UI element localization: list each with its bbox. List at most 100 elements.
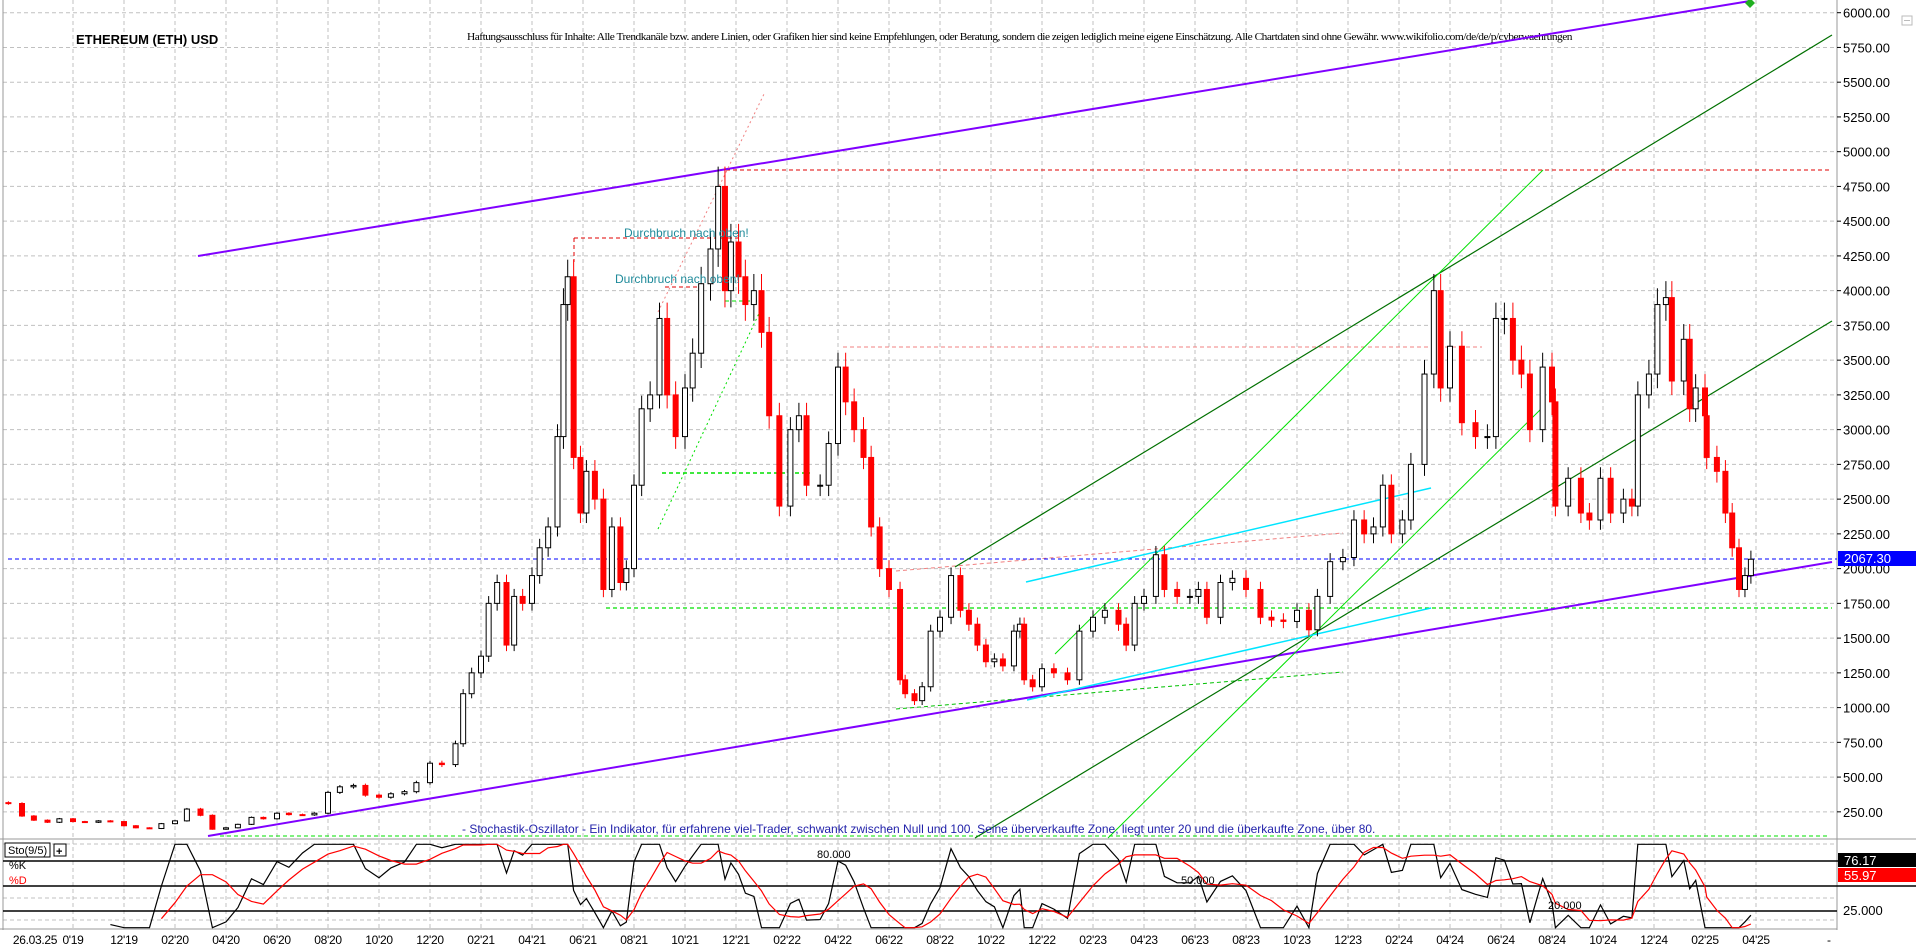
candle — [851, 388, 858, 443]
candle-body — [1741, 575, 1748, 590]
candle-body — [1447, 345, 1453, 389]
candle — [1280, 613, 1287, 629]
price-tick-label: 750.00 — [1843, 735, 1883, 750]
candle-body — [1370, 526, 1377, 535]
candle-body — [715, 185, 722, 250]
candle — [413, 780, 420, 794]
candle — [234, 823, 241, 829]
candle-body — [1552, 401, 1559, 507]
light-green-trendline-upper[interactable] — [1054, 169, 1544, 655]
candle — [1722, 460, 1729, 524]
cyan-lower-trendline[interactable] — [1026, 607, 1432, 701]
k-value-badge — [1838, 853, 1916, 867]
light-green-trendline-lower[interactable] — [1107, 406, 1544, 839]
date-tick-label: 12'21 — [722, 933, 750, 947]
date-tick-label: 08'21 — [620, 933, 648, 947]
candle-body — [1101, 609, 1108, 618]
date-tick-label: 02'20 — [161, 933, 189, 947]
candle — [1186, 588, 1193, 604]
candle-body — [311, 812, 318, 816]
candle-body — [1268, 616, 1275, 621]
collapse-icon[interactable] — [1901, 15, 1913, 26]
indicator-label-box[interactable] — [4, 842, 51, 858]
candle-body — [1539, 366, 1546, 431]
candle — [1010, 624, 1017, 672]
candle-body — [529, 575, 535, 604]
candle — [5, 801, 12, 805]
candle — [1217, 574, 1224, 625]
candle-body — [1399, 519, 1406, 535]
candle-body — [1437, 290, 1444, 389]
candle-body — [707, 248, 714, 285]
candle — [1645, 359, 1652, 409]
green-dashed-rising-line[interactable] — [895, 671, 1344, 710]
dark-green-upper-trendline[interactable] — [954, 34, 1833, 568]
expand-button[interactable] — [53, 843, 67, 857]
price-axis[interactable]: 6000.00 5750.00 5500.00 5250.00 5000.00 4750.… — [1837, 6, 1890, 820]
candle-body — [1680, 338, 1687, 382]
red-dotted-trendline-2021[interactable] — [657, 91, 766, 313]
date-axis[interactable]: 26.03.25 0'19 12'19 02'20 04'20 06'20 08'20 10'… — [13, 933, 1771, 947]
date-tick-label: 06'23 — [1181, 933, 1209, 947]
candle — [999, 653, 1006, 672]
candle — [1294, 603, 1300, 629]
candle — [991, 653, 998, 668]
price-tick-label: 2500.00 — [1843, 492, 1890, 507]
candle-body — [672, 394, 679, 438]
candle-body — [494, 582, 501, 604]
candle-body — [197, 808, 204, 816]
candle — [1577, 467, 1584, 524]
candle-body — [478, 655, 484, 674]
candle — [1064, 667, 1071, 685]
candle-body — [876, 526, 883, 570]
pink-rising-line[interactable] — [895, 532, 1344, 572]
stoch-axis-tick: 25.000 — [1843, 903, 1883, 918]
stoch-d-line — [160, 843, 1752, 929]
date-tick-label: 08'22 — [926, 933, 954, 947]
green-dotted-trendline-2021[interactable] — [657, 306, 763, 530]
candle-body — [682, 387, 688, 438]
candle — [623, 560, 630, 591]
candle-body — [897, 588, 904, 681]
candle — [1327, 553, 1334, 604]
candle-body — [1668, 297, 1675, 382]
price-tick-label: 2750.00 — [1843, 457, 1890, 472]
candle-body — [698, 283, 705, 354]
candle — [715, 166, 722, 267]
candle — [468, 667, 475, 699]
candle — [1131, 596, 1138, 652]
price-tick-label: 1500.00 — [1843, 631, 1890, 646]
stoch-k-line — [110, 843, 1752, 930]
candle-body — [927, 630, 934, 688]
candle-body — [1076, 630, 1083, 681]
candle-body — [1314, 595, 1321, 631]
candle — [274, 812, 280, 820]
candle — [1314, 588, 1321, 637]
candle-body — [56, 818, 63, 823]
candle-body — [991, 658, 998, 663]
price-tick-label: 3500.00 — [1843, 353, 1890, 368]
channel-handle-icon[interactable] — [1745, 0, 1755, 8]
candle-body — [1131, 602, 1138, 646]
candle-body — [285, 812, 292, 816]
candle — [1501, 302, 1508, 335]
candle — [672, 381, 679, 449]
upper-channel-line[interactable] — [197, 0, 1751, 257]
cyan-upper-trendline[interactable] — [1025, 487, 1432, 583]
candle-body — [919, 686, 926, 702]
candle — [1203, 581, 1210, 625]
last-price-badge — [1838, 551, 1916, 566]
candle-body — [1526, 373, 1533, 431]
k-value: 76.17 — [1844, 853, 1877, 868]
lower-channel-line[interactable] — [207, 561, 1833, 837]
candle — [70, 817, 76, 823]
candle-body — [999, 658, 1006, 667]
candle-body — [30, 815, 37, 821]
candle — [1243, 570, 1249, 598]
date-tick-label: 06'21 — [569, 933, 597, 947]
level-80-label: 80.000 — [817, 849, 851, 861]
candle-body — [1361, 519, 1368, 535]
price-tick-label: 2250.00 — [1843, 527, 1890, 542]
candle-body — [1713, 456, 1720, 472]
